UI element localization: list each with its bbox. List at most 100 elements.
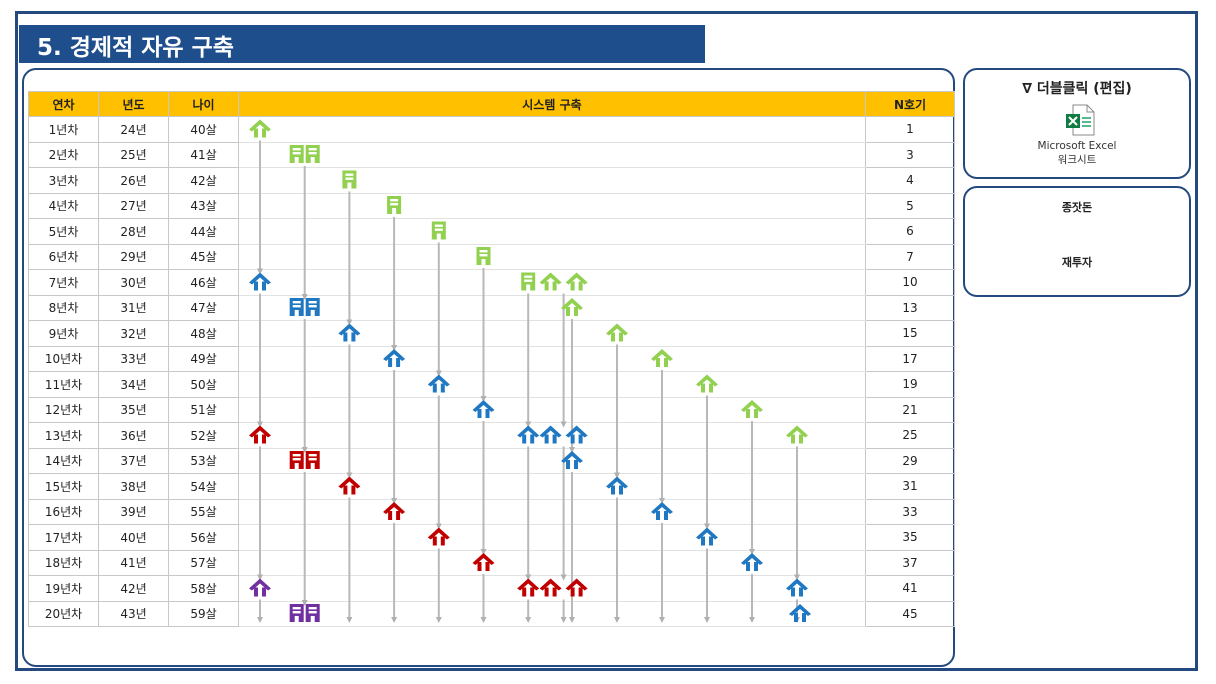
system-cell xyxy=(238,473,866,500)
unit-count-cell: 35 xyxy=(865,524,955,551)
year-cell: 41년 xyxy=(98,549,169,576)
age-cell: 59살 xyxy=(168,600,239,627)
excel-file-icon[interactable] xyxy=(1065,104,1095,136)
system-cell xyxy=(238,447,866,474)
excel-caption-line1: Microsoft Excel xyxy=(1037,140,1117,152)
unit-count-cell: 7 xyxy=(865,243,955,270)
system-cell xyxy=(238,116,866,143)
unit-count-cell: 41 xyxy=(865,575,955,602)
age-cell: 42살 xyxy=(168,167,239,194)
system-cell xyxy=(238,549,866,576)
year-count-cell: 4년차 xyxy=(28,192,99,219)
year-count-cell: 16년차 xyxy=(28,498,99,525)
system-cell xyxy=(238,141,866,168)
year-cell: 33년 xyxy=(98,345,169,372)
year-count-cell: 13년차 xyxy=(28,422,99,449)
unit-count-cell: 21 xyxy=(865,396,955,423)
unit-count-cell: 13 xyxy=(865,294,955,321)
age-cell: 49살 xyxy=(168,345,239,372)
unit-count-cell: 10 xyxy=(865,269,955,296)
unit-count-cell: 25 xyxy=(865,422,955,449)
header-unit-count: N호기 xyxy=(865,91,955,117)
table-row: 18년차 41년 57살 37 xyxy=(28,549,955,576)
excel-caption: Microsoft Excel 워크시트 xyxy=(965,139,1189,167)
year-cell: 30년 xyxy=(98,269,169,296)
age-cell: 51살 xyxy=(168,396,239,423)
header-year: 년도 xyxy=(98,91,169,117)
legend-reinvest-label: 재투자 xyxy=(1061,256,1093,269)
system-cell xyxy=(238,575,866,602)
age-cell: 45살 xyxy=(168,243,239,270)
year-cell: 24년 xyxy=(98,116,169,143)
system-cell xyxy=(238,600,866,627)
table-row: 17년차 40년 56살 35 xyxy=(28,524,955,551)
unit-count-cell: 29 xyxy=(865,447,955,474)
year-count-cell: 8년차 xyxy=(28,294,99,321)
system-cell xyxy=(238,294,866,321)
system-cell xyxy=(238,371,866,398)
outer-frame xyxy=(15,11,1198,671)
year-count-cell: 3년차 xyxy=(28,167,99,194)
table-row: 2년차 25년 41살 3 xyxy=(28,141,955,168)
year-cell: 36년 xyxy=(98,422,169,449)
year-cell: 35년 xyxy=(98,396,169,423)
year-count-cell: 15년차 xyxy=(28,473,99,500)
system-cell xyxy=(238,498,866,525)
age-cell: 54살 xyxy=(168,473,239,500)
age-cell: 52살 xyxy=(168,422,239,449)
legend-seed-label: 종잣돈 xyxy=(1061,201,1093,214)
system-cell xyxy=(238,167,866,194)
year-cell: 43년 xyxy=(98,600,169,627)
system-table: 연차 년도 나이 시스템 구축 N호기 1년차 24년 40살 1 2년차 25년 41살 3… xyxy=(28,91,955,627)
table-row: 19년차 42년 58살 41 xyxy=(28,575,955,602)
table-row: 13년차 36년 52살 25 xyxy=(28,422,955,449)
system-cell xyxy=(238,422,866,449)
unit-count-cell: 17 xyxy=(865,345,955,372)
year-cell: 34년 xyxy=(98,371,169,398)
table-row: 11년차 34년 50살 19 xyxy=(28,371,955,398)
age-cell: 44살 xyxy=(168,218,239,245)
table-row: 3년차 26년 42살 4 xyxy=(28,167,955,194)
age-cell: 40살 xyxy=(168,116,239,143)
year-count-cell: 6년차 xyxy=(28,243,99,270)
year-count-cell: 19년차 xyxy=(28,575,99,602)
header-system: 시스템 구축 xyxy=(238,91,866,117)
year-cell: 26년 xyxy=(98,167,169,194)
age-cell: 56살 xyxy=(168,524,239,551)
year-cell: 29년 xyxy=(98,243,169,270)
table-header-row: 연차 년도 나이 시스템 구축 N호기 xyxy=(28,91,955,117)
age-cell: 57살 xyxy=(168,549,239,576)
age-cell: 50살 xyxy=(168,371,239,398)
year-count-cell: 14년차 xyxy=(28,447,99,474)
system-cell xyxy=(238,192,866,219)
table-row: 7년차 30년 46살 10 xyxy=(28,269,955,296)
age-cell: 47살 xyxy=(168,294,239,321)
system-cell xyxy=(238,345,866,372)
table-row: 4년차 27년 43살 5 xyxy=(28,192,955,219)
year-count-cell: 2년차 xyxy=(28,141,99,168)
age-cell: 55살 xyxy=(168,498,239,525)
system-cell xyxy=(238,396,866,423)
unit-count-cell: 1 xyxy=(865,116,955,143)
year-count-cell: 18년차 xyxy=(28,549,99,576)
unit-count-cell: 4 xyxy=(865,167,955,194)
table-row: 1년차 24년 40살 1 xyxy=(28,116,955,143)
year-count-cell: 9년차 xyxy=(28,320,99,347)
system-cell xyxy=(238,320,866,347)
year-count-cell: 1년차 xyxy=(28,116,99,143)
legend-panel: 종잣돈 재투자 xyxy=(963,186,1191,297)
table-row: 16년차 39년 55살 33 xyxy=(28,498,955,525)
table-row: 20년차 43년 59살 45 xyxy=(28,600,955,627)
year-cell: 25년 xyxy=(98,141,169,168)
table-row: 5년차 28년 44살 6 xyxy=(28,218,955,245)
unit-count-cell: 3 xyxy=(865,141,955,168)
table-row: 12년차 35년 51살 21 xyxy=(28,396,955,423)
year-count-cell: 10년차 xyxy=(28,345,99,372)
double-click-edit-label: ∇ 더블클릭 (편집) xyxy=(1022,81,1132,97)
embedded-excel-panel[interactable]: ∇ 더블클릭 (편집) Microsoft Excel 워크시트 xyxy=(963,68,1191,179)
table-row: 14년차 37년 53살 29 xyxy=(28,447,955,474)
age-cell: 53살 xyxy=(168,447,239,474)
age-cell: 43살 xyxy=(168,192,239,219)
year-cell: 38년 xyxy=(98,473,169,500)
age-cell: 58살 xyxy=(168,575,239,602)
